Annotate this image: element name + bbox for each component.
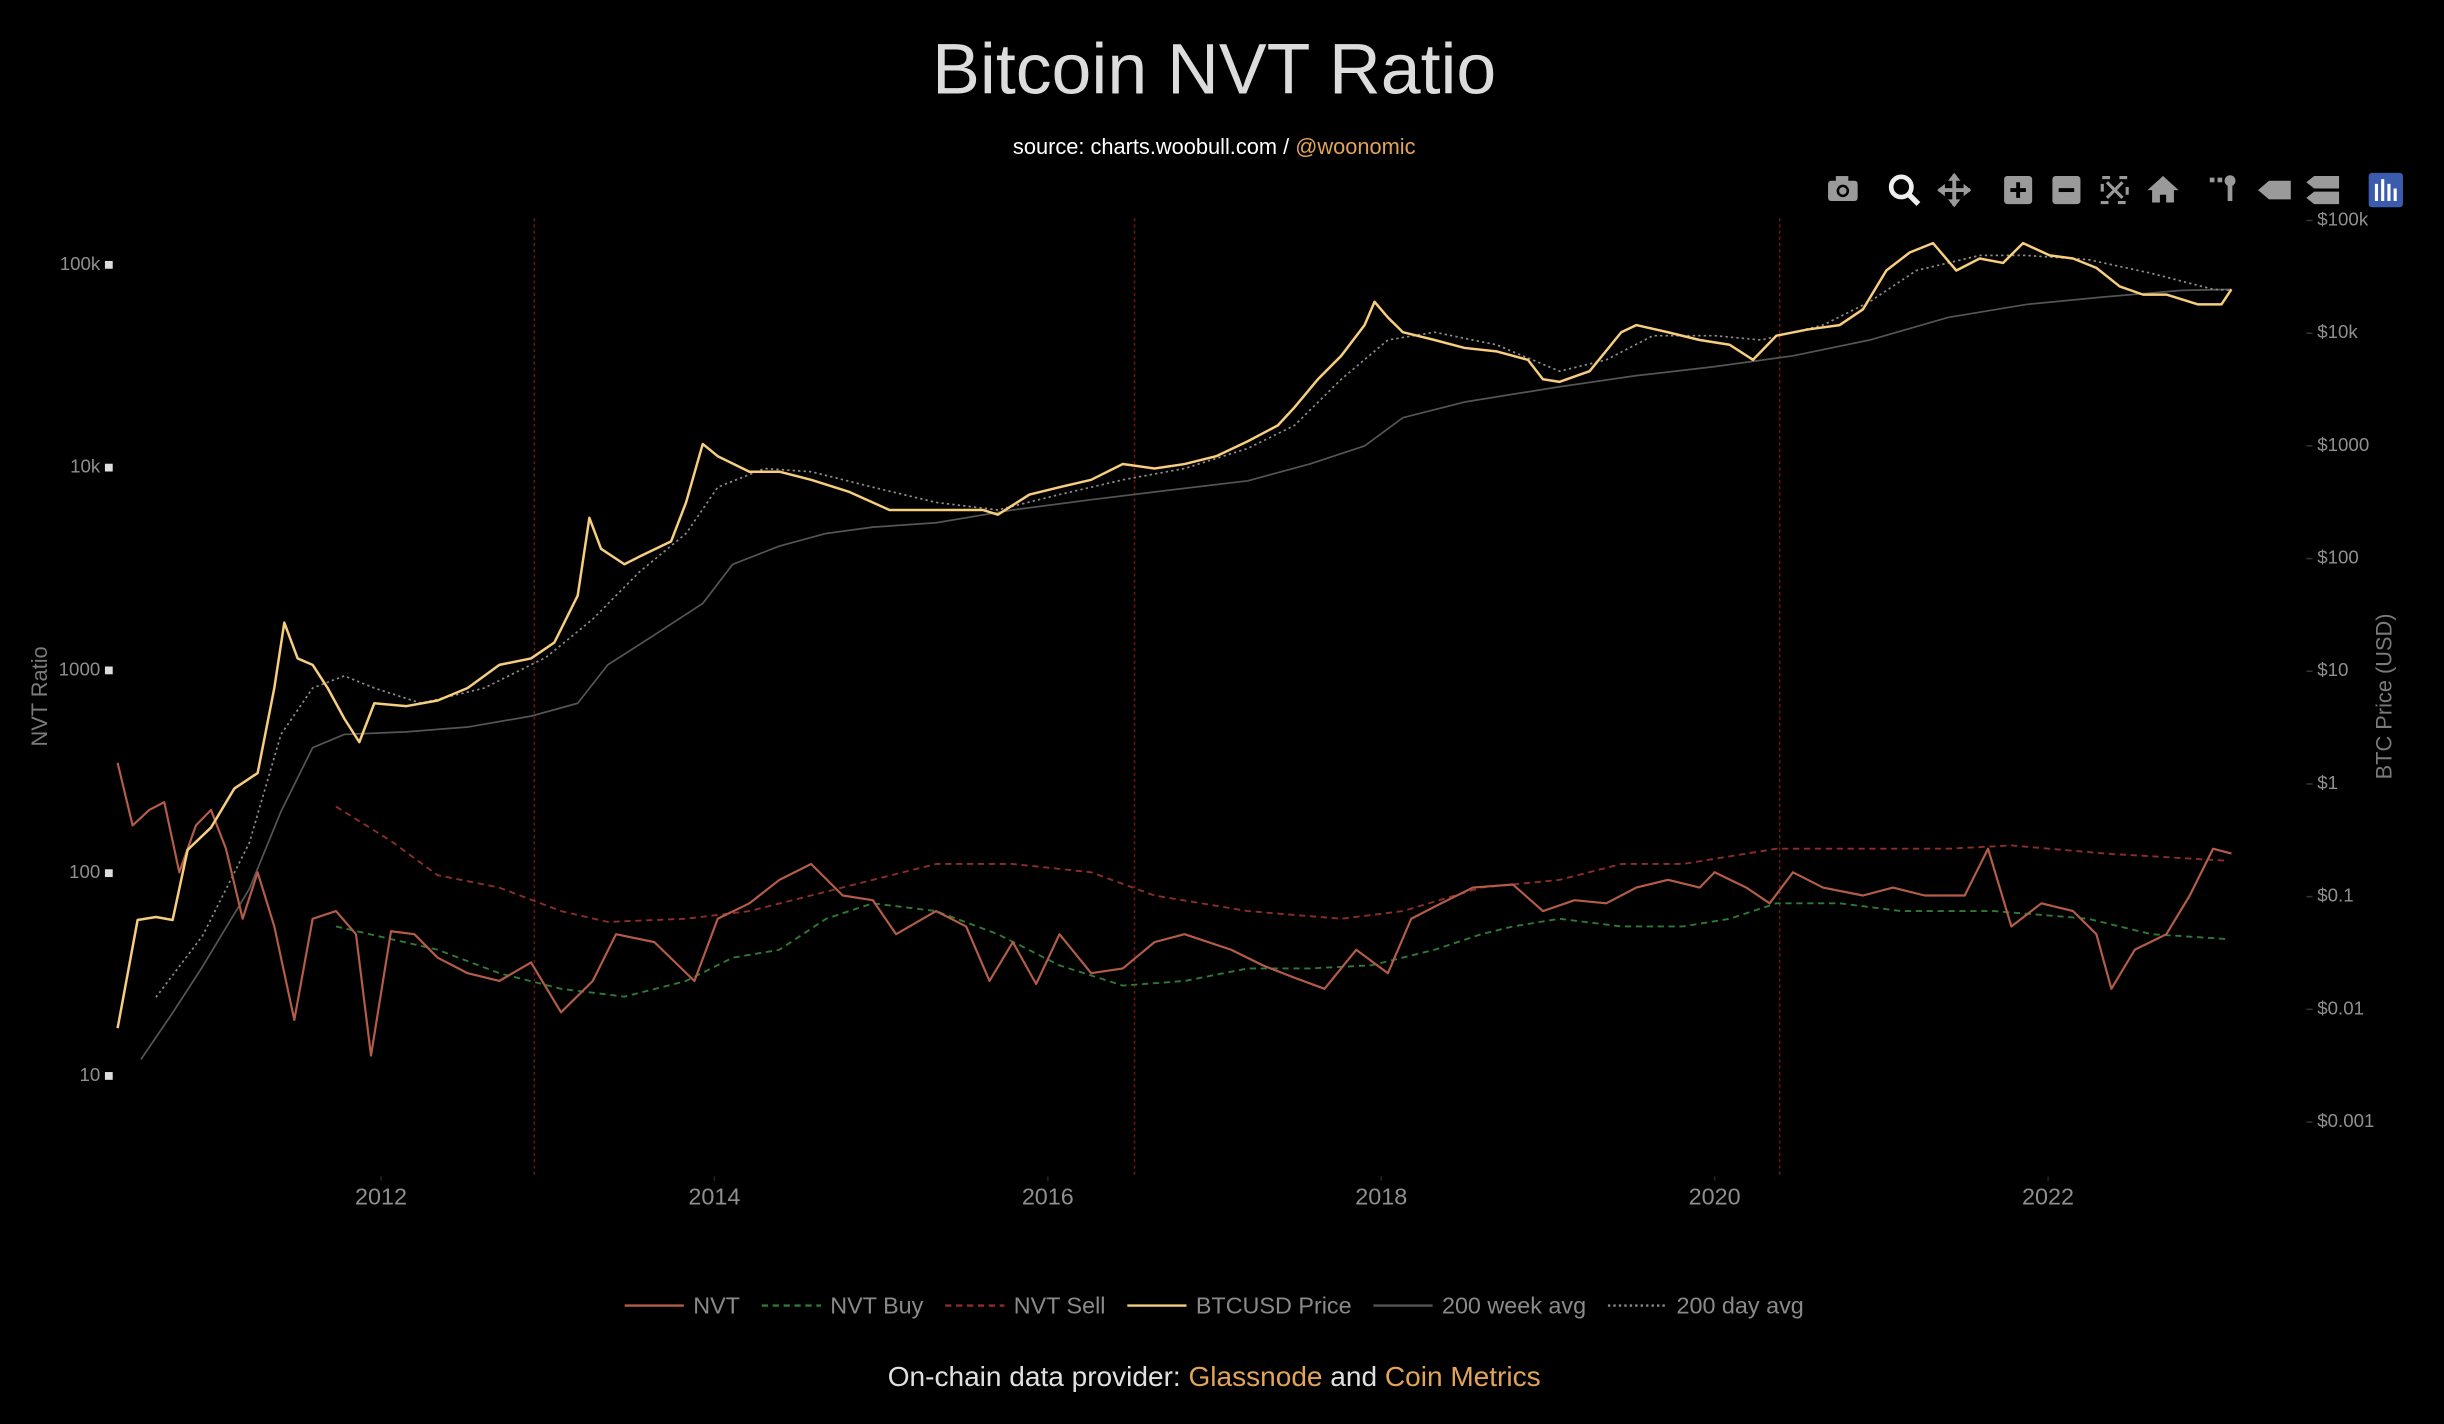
- y2-tick-label: $1000: [2317, 434, 2369, 455]
- y-tick-mark: [104, 666, 113, 675]
- y-tick-label: 1000: [59, 658, 101, 679]
- y2-tick-label: $1: [2317, 772, 2338, 793]
- y-tick-mark: [104, 1072, 113, 1080]
- y-tick-label: 100k: [60, 253, 101, 274]
- footer-joiner: and: [1330, 1361, 1377, 1392]
- x-tick-label: 2020: [1689, 1183, 1741, 1209]
- zoom-button[interactable]: [1888, 174, 1921, 207]
- footer-prefix: On-chain data provider:: [888, 1361, 1181, 1392]
- x-tick-label: 2022: [2022, 1183, 2074, 1209]
- y2-axis-label: BTC Price (USD): [2372, 613, 2397, 779]
- y2-tick-label: $100k: [2317, 208, 2369, 229]
- legend-item: NVT Sell: [945, 1292, 1105, 1318]
- legend-label: NVT Sell: [1014, 1292, 1106, 1318]
- y-tick-label: 10k: [70, 456, 101, 477]
- legend-label: 200 week avg: [1442, 1292, 1586, 1318]
- legend-item: NVT: [624, 1292, 740, 1318]
- pan-button[interactable]: [1937, 172, 1972, 208]
- hover-compare-button[interactable]: [2306, 176, 2340, 205]
- y-tick-mark: [104, 869, 113, 878]
- legend-item: NVT Buy: [761, 1292, 924, 1318]
- chart-subtitle: source: charts.woobull.com / @woonomic: [1013, 134, 1416, 159]
- series-line: [116, 762, 2232, 1057]
- y2-tick-label: $0.1: [2317, 885, 2353, 906]
- chart-title: Bitcoin NVT Ratio: [932, 30, 1496, 110]
- y-tick-label: 10: [79, 1064, 100, 1085]
- y2-tick-label: $0.001: [2317, 1110, 2374, 1131]
- y2-tick-label: $10: [2317, 659, 2348, 680]
- legend-label: 200 day avg: [1676, 1292, 1803, 1318]
- camera-button[interactable]: [1828, 176, 1858, 201]
- y-tick-mark: [104, 260, 113, 269]
- legend-label: BTCUSD Price: [1196, 1292, 1352, 1318]
- y-tick-mark: [104, 463, 113, 472]
- subtitle-handle[interactable]: @woonomic: [1295, 134, 1415, 159]
- series-line: [140, 288, 2232, 1060]
- x-tick-label: 2018: [1355, 1183, 1407, 1209]
- legend-item: 200 week avg: [1373, 1292, 1586, 1318]
- x-tick-label: 2016: [1022, 1183, 1074, 1209]
- legend-label: NVT: [693, 1292, 740, 1318]
- plotly-logo[interactable]: [2368, 172, 2403, 208]
- reset-button[interactable]: [2147, 176, 2179, 203]
- y2-tick-label: $0.01: [2317, 997, 2364, 1018]
- y2-tick-label: $100: [2317, 547, 2359, 568]
- y-axis-label: NVT Ratio: [27, 646, 52, 746]
- series-line: [335, 805, 2229, 923]
- footer: On-chain data provider: Glassnode and Co…: [888, 1361, 1541, 1392]
- footer-provider[interactable]: Coin Metrics: [1385, 1361, 1541, 1392]
- zoom-out-button[interactable]: [2052, 176, 2081, 205]
- plot-area: 10 100 1000 10k 100k $0.001 $0.01 $0.1 $1 $10 $100…: [59, 208, 2375, 1209]
- legend-label: NVT Buy: [830, 1292, 923, 1318]
- legend: NVT NVT Buy NVT Sell BTCUSD Price 200 week a…: [624, 1292, 1804, 1318]
- series-line: [335, 902, 2229, 998]
- x-tick-label: 2012: [355, 1183, 407, 1209]
- toolbar: [1807, 168, 2416, 212]
- x-tick-label: 2014: [688, 1183, 740, 1209]
- spike-button[interactable]: [2209, 175, 2236, 201]
- y2-tick-label: $10k: [2317, 321, 2358, 342]
- zoom-in-button[interactable]: [2004, 176, 2033, 205]
- legend-item: 200 day avg: [1607, 1292, 1804, 1318]
- footer-provider[interactable]: Glassnode: [1188, 1361, 1322, 1392]
- autoscale-button[interactable]: [2100, 176, 2129, 205]
- series-line: [116, 241, 2233, 1029]
- hover-closest-button[interactable]: [2258, 180, 2291, 200]
- y-tick-label: 100: [69, 861, 100, 882]
- subtitle-source: source: charts.woobull.com /: [1013, 134, 1290, 159]
- legend-item: BTCUSD Price: [1127, 1292, 1352, 1318]
